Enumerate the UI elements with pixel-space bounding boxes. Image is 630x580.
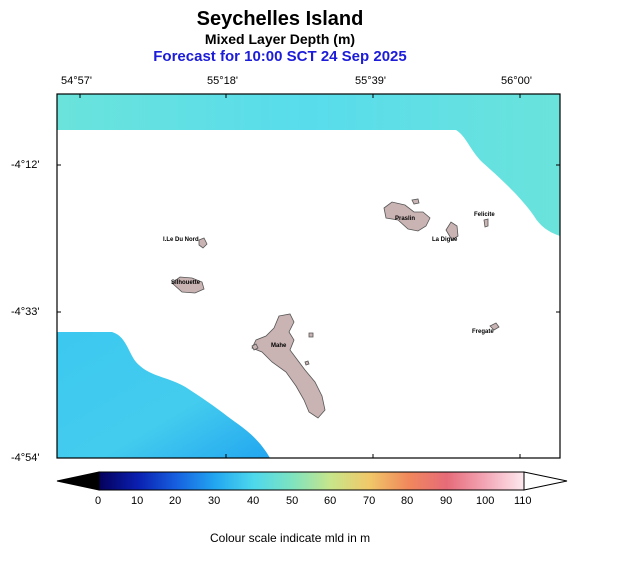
lon-label: 56°00' [501,75,532,87]
map-frame [56,93,561,459]
island-label-mahe: Mahe [271,343,287,349]
map-title: Seychelles Island [196,8,364,30]
island-fregate [489,322,500,331]
colorbar-tick-label: 90 [440,495,453,507]
colorbar-tick-label: 60 [324,495,337,507]
map-subtitle: Mixed Layer Depth (m) [204,31,356,47]
colorbar-tick-label: 110 [514,495,532,507]
colorbar-max-arrow [523,471,568,491]
island-curieuse [411,198,420,205]
island-label-ile-du-nord: I.Le Du Nord [163,237,199,243]
colorbar-tick-label: 40 [247,495,260,507]
lat-label: -4°12' [11,159,40,171]
island-label-silhouette: Silhouette [171,280,201,286]
colorbar [98,471,525,491]
mld-field-north [57,94,560,236]
colorbar-tick-label: 10 [131,495,144,507]
colorbar-tick-label: 20 [169,495,182,507]
island-label-felicite: Felicite [474,212,495,218]
island-la-digue [445,221,459,241]
island-ile-du-nord [198,237,208,249]
colorbar-min-arrow [56,471,100,491]
colorbar-tick-label: 0 [95,495,102,507]
island-praslin [383,201,431,232]
island-felicite [483,218,489,228]
mld-field-southwest [57,332,270,458]
lon-label: 55°18' [207,75,238,87]
island-label-la-digue: La Digue [432,237,458,243]
colorbar-tick-label: 50 [286,495,299,507]
island-cerf [308,332,314,338]
island-south-mahe-islet [304,360,310,366]
lon-label: 54°57' [61,75,92,87]
lon-label: 55°39' [355,75,386,87]
colorbar-tick-label: 70 [363,495,376,507]
island-therese [251,343,259,351]
colorbar-tick-label: 100 [476,495,495,507]
colorbar-caption: Colour scale indicate mld in m [210,531,371,545]
forecast-time: Forecast for 10:00 SCT 24 Sep 2025 [153,48,407,65]
colorbar-tick-label: 30 [208,495,221,507]
colorbar-tick-label: 80 [401,495,414,507]
island-label-fregate: Fregate [472,329,494,335]
lat-label: -4°54' [11,452,40,464]
lat-label: -4°33' [11,306,40,318]
island-silhouette [171,276,205,294]
island-label-praslin: Praslin [395,216,416,222]
